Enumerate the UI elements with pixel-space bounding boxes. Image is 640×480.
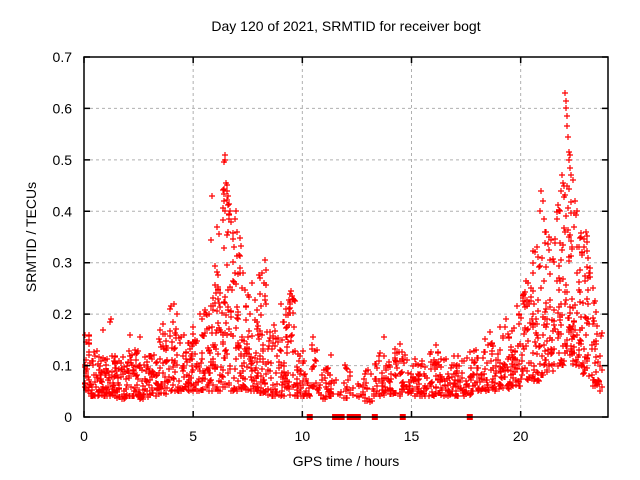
chart-title: Day 120 of 2021, SRMTID for receiver bog… (211, 18, 480, 34)
svg-text:0.2: 0.2 (53, 306, 73, 322)
svg-text:0: 0 (80, 428, 88, 444)
svg-text:0.1: 0.1 (53, 358, 73, 374)
tick-labels: 0 5 10 15 20 0 0.1 0.2 0.3 0.4 0.5 0.6 0.7 (53, 49, 529, 444)
svg-text:0.4: 0.4 (53, 203, 73, 219)
svg-text:0.5: 0.5 (53, 152, 73, 168)
svg-text:15: 15 (404, 428, 420, 444)
svg-text:0.3: 0.3 (53, 255, 73, 271)
svg-text:0.7: 0.7 (53, 49, 73, 65)
svg-text:10: 10 (295, 428, 311, 444)
svg-text:0: 0 (64, 409, 72, 425)
svg-text:5: 5 (189, 428, 197, 444)
svg-text:20: 20 (513, 428, 529, 444)
grid-lines (84, 57, 608, 417)
svg-text:0.6: 0.6 (53, 100, 73, 116)
y-axis-label: SRMTID / TECUs (23, 182, 39, 292)
plot-frame (83, 56, 609, 418)
x-axis-label: GPS time / hours (293, 453, 400, 469)
scatter-points (82, 90, 605, 420)
